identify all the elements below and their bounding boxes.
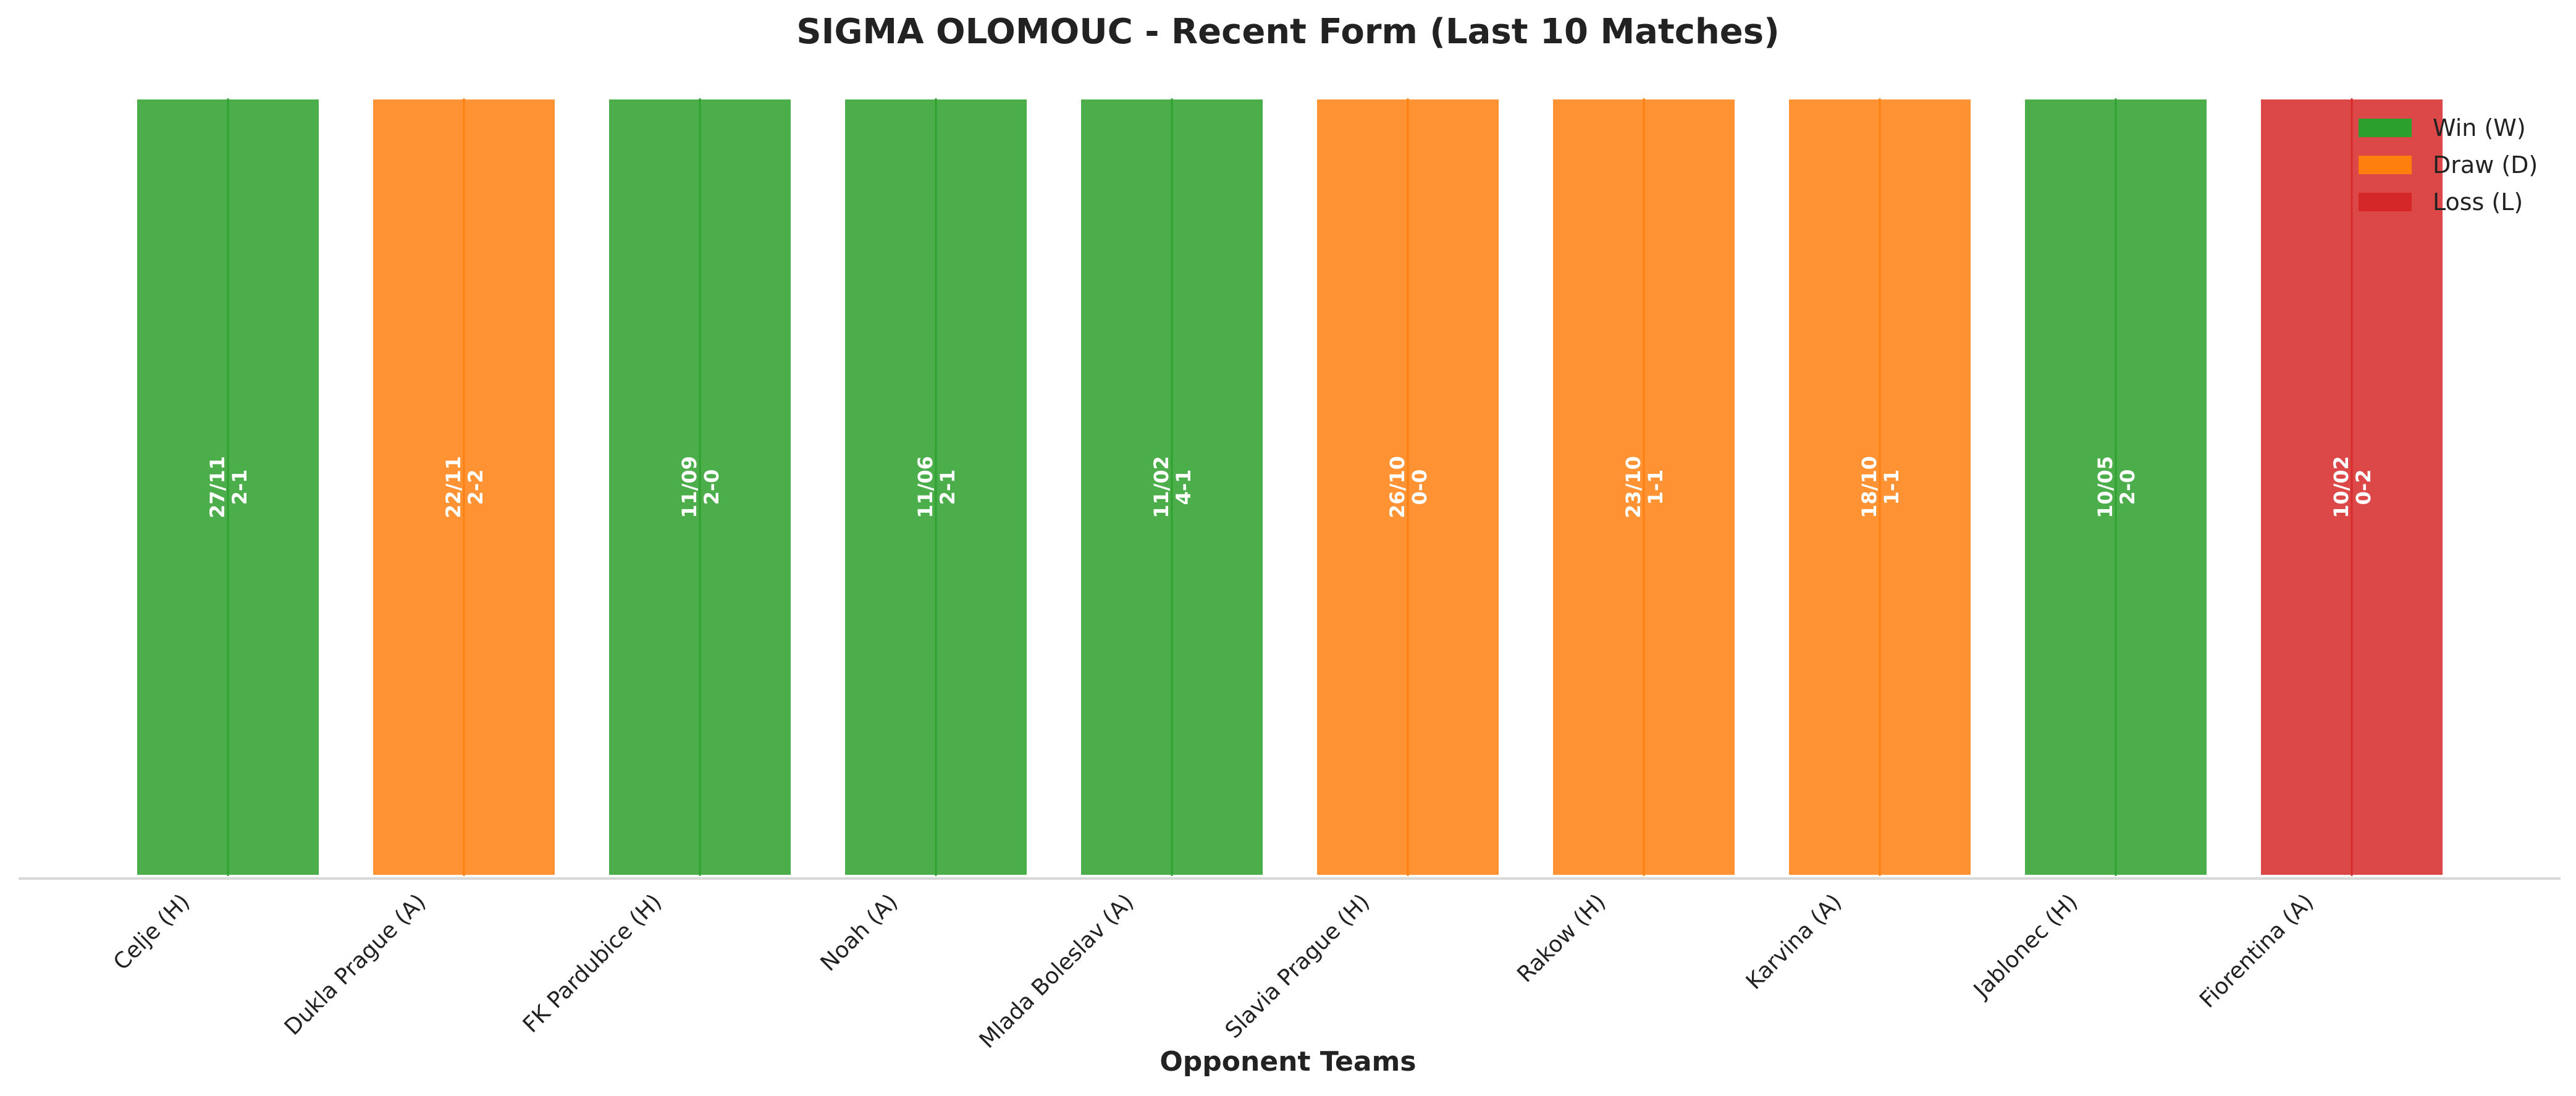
bar-data-label: 10/052-0 bbox=[2094, 456, 2139, 518]
match-score: 1-1 bbox=[1880, 470, 1903, 505]
match-score: 1-1 bbox=[1644, 470, 1667, 505]
x-axis-label: Opponent Teams bbox=[1160, 1046, 1416, 1077]
match-date: 26/10 bbox=[1386, 456, 1409, 518]
x-tick-label: Noah (A) bbox=[816, 889, 903, 976]
match-score: 0-0 bbox=[1408, 470, 1431, 505]
match-score: 2-2 bbox=[464, 470, 487, 505]
x-tick-label: Dukla Prague (A) bbox=[280, 889, 431, 1040]
x-tick-label: Rakow (H) bbox=[1512, 889, 1610, 987]
legend-label: Draw (D) bbox=[2433, 151, 2538, 179]
bars-layer: 27/112-1 22/112-2 11/092-0 11/062-1 11/024-1… bbox=[135, 97, 2445, 877]
x-tick-label: Celje (H) bbox=[109, 889, 195, 975]
match-date: 18/10 bbox=[1858, 456, 1881, 518]
x-tick-label: Jablonec (H) bbox=[1968, 889, 2082, 1003]
bar-data-label: 27/112-1 bbox=[206, 456, 251, 518]
match-date: 23/10 bbox=[1622, 456, 1645, 518]
legend-swatch bbox=[2359, 119, 2412, 137]
legend: Win (W) Draw (D) Loss (L) bbox=[2359, 114, 2538, 216]
match-date: 11/09 bbox=[678, 456, 701, 518]
match-date: 10/02 bbox=[2330, 456, 2353, 518]
bar-data-label: 18/101-1 bbox=[1858, 456, 1903, 518]
legend-swatch bbox=[2359, 156, 2412, 174]
x-tick-label: FK Pardubice (H) bbox=[518, 889, 667, 1038]
bar-data-label: 11/062-1 bbox=[914, 456, 959, 518]
x-tick-label: Mlada Boleslav (A) bbox=[975, 889, 1139, 1053]
match-score: 2-1 bbox=[936, 470, 959, 505]
legend-label: Loss (L) bbox=[2433, 188, 2523, 216]
bar-data-label: 11/092-0 bbox=[678, 456, 723, 518]
bar-data-label: 26/100-0 bbox=[1386, 456, 1431, 518]
match-date: 22/11 bbox=[442, 456, 465, 518]
bar-data-label: 10/020-2 bbox=[2330, 456, 2375, 518]
match-date: 27/11 bbox=[206, 456, 229, 518]
match-date: 11/02 bbox=[1150, 456, 1173, 518]
bar-data-label: 23/101-1 bbox=[1622, 456, 1667, 518]
match-score: 2-1 bbox=[228, 470, 251, 505]
x-tick-label: Fiorentina (A) bbox=[2195, 889, 2318, 1013]
match-score: 2-0 bbox=[700, 470, 723, 505]
bar-data-label: 22/112-2 bbox=[442, 456, 487, 518]
legend-label: Win (W) bbox=[2433, 114, 2526, 141]
match-score: 0-2 bbox=[2352, 470, 2375, 505]
match-date: 10/05 bbox=[2094, 456, 2117, 518]
x-tick-label: Karvina (A) bbox=[1741, 889, 1847, 995]
chart-title: SIGMA OLOMOUC - Recent Form (Last 10 Mat… bbox=[796, 12, 1779, 52]
x-tick-label: Slavia Prague (H) bbox=[1221, 889, 1375, 1043]
match-score: 2-0 bbox=[2116, 470, 2139, 505]
x-tick-labels: Celje (H) Dukla Prague (A) FK Pardubice (H… bbox=[109, 889, 2318, 1053]
match-score: 4-1 bbox=[1172, 470, 1195, 505]
bar-data-label: 11/024-1 bbox=[1150, 456, 1195, 518]
legend-swatch bbox=[2359, 193, 2412, 211]
match-date: 11/06 bbox=[914, 456, 937, 518]
